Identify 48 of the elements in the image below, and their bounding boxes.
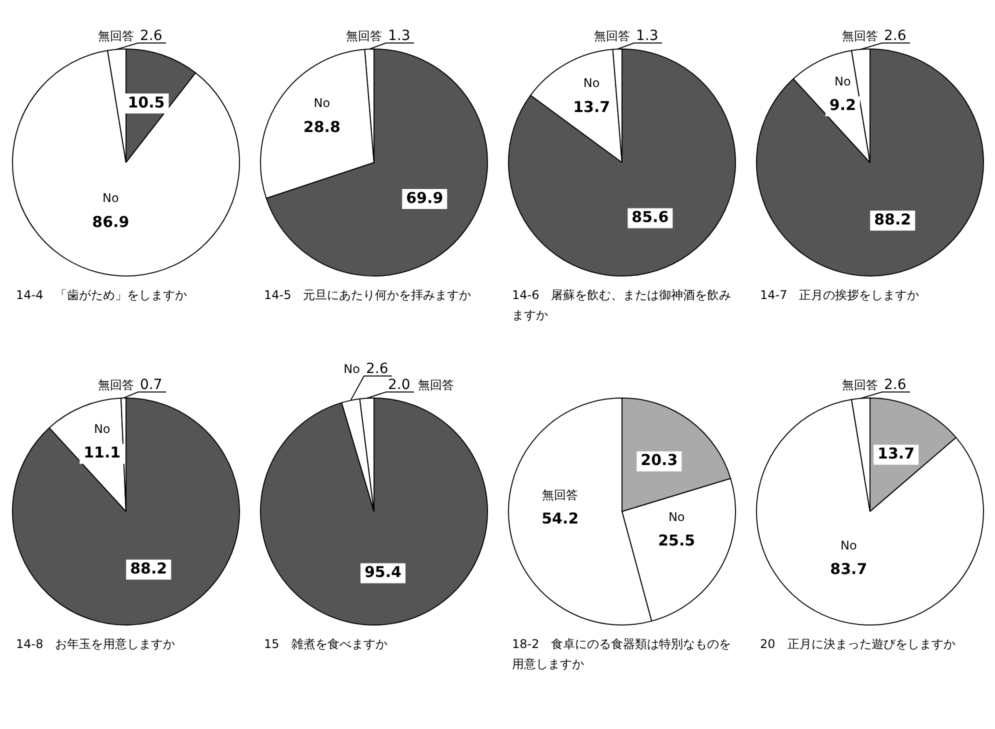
slice-label: 無回答 — [98, 29, 134, 43]
data-label: 95.4 — [364, 563, 402, 582]
data-label: 69.9 — [406, 188, 444, 207]
text: 15 雑煮を食べますか — [263, 636, 388, 653]
text: 14-8 お年玉を用意しますか — [15, 636, 176, 653]
data-label: 88.2 — [874, 210, 912, 229]
data-label: 25.5 — [658, 532, 696, 550]
data-label: 83.7 — [830, 560, 868, 578]
data-label: 2.6 — [884, 28, 906, 44]
slice-label: No — [583, 76, 600, 90]
slice-label: No — [94, 422, 110, 436]
slice-label: 無回答 — [542, 488, 578, 502]
text: 18-2 食卓にのる食器類は特別なものを用意しますか — [511, 636, 732, 673]
slice-label: No — [102, 191, 119, 206]
text: 20 正月に決まった遊びをしますか — [759, 636, 956, 653]
slice-label: 無回答 — [842, 29, 878, 43]
data-label: 88.2 — [130, 560, 168, 578]
text: 14-7 正月の挨拶をしますか — [759, 287, 920, 304]
slice-label: 無回答 — [418, 378, 454, 392]
data-label: 0.7 — [140, 377, 162, 393]
data-label: 86.9 — [92, 212, 130, 231]
text: 14-6 屠蘇を飲む、または御神酒を飲みますか — [511, 287, 732, 324]
data-label: 10.5 — [128, 93, 165, 112]
slice-label: 無回答 — [346, 29, 382, 43]
slice-label: No — [344, 362, 360, 376]
data-label: 13.7 — [878, 444, 915, 463]
slice-label: 無回答 — [98, 378, 134, 392]
data-label: 85.6 — [632, 208, 669, 226]
data-label: 13.7 — [573, 98, 610, 116]
data-label: 2.6 — [366, 361, 388, 377]
text: 14-5 元旦にあたり何かを拝みますか — [263, 287, 472, 304]
data-label: 2.6 — [884, 377, 906, 393]
text: 14-4 「歯がため」をしますか — [15, 287, 188, 304]
slice-label: No — [834, 74, 851, 88]
data-label: 11.1 — [84, 444, 121, 462]
slice-label: 無回答 — [842, 378, 878, 392]
data-label: 20.3 — [640, 451, 678, 470]
slice-label: No — [840, 538, 857, 552]
slice-label: No — [314, 96, 330, 110]
data-label: 28.8 — [303, 118, 340, 136]
data-label: 1.3 — [636, 28, 658, 44]
data-label: 54.2 — [542, 510, 579, 528]
data-label: 2.6 — [140, 28, 162, 44]
data-label: 2.0 — [388, 377, 410, 393]
slice-label: No — [668, 510, 685, 524]
data-label: 9.2 — [829, 96, 856, 114]
data-label: 1.3 — [388, 28, 410, 44]
slice-label: 無回答 — [594, 29, 630, 43]
